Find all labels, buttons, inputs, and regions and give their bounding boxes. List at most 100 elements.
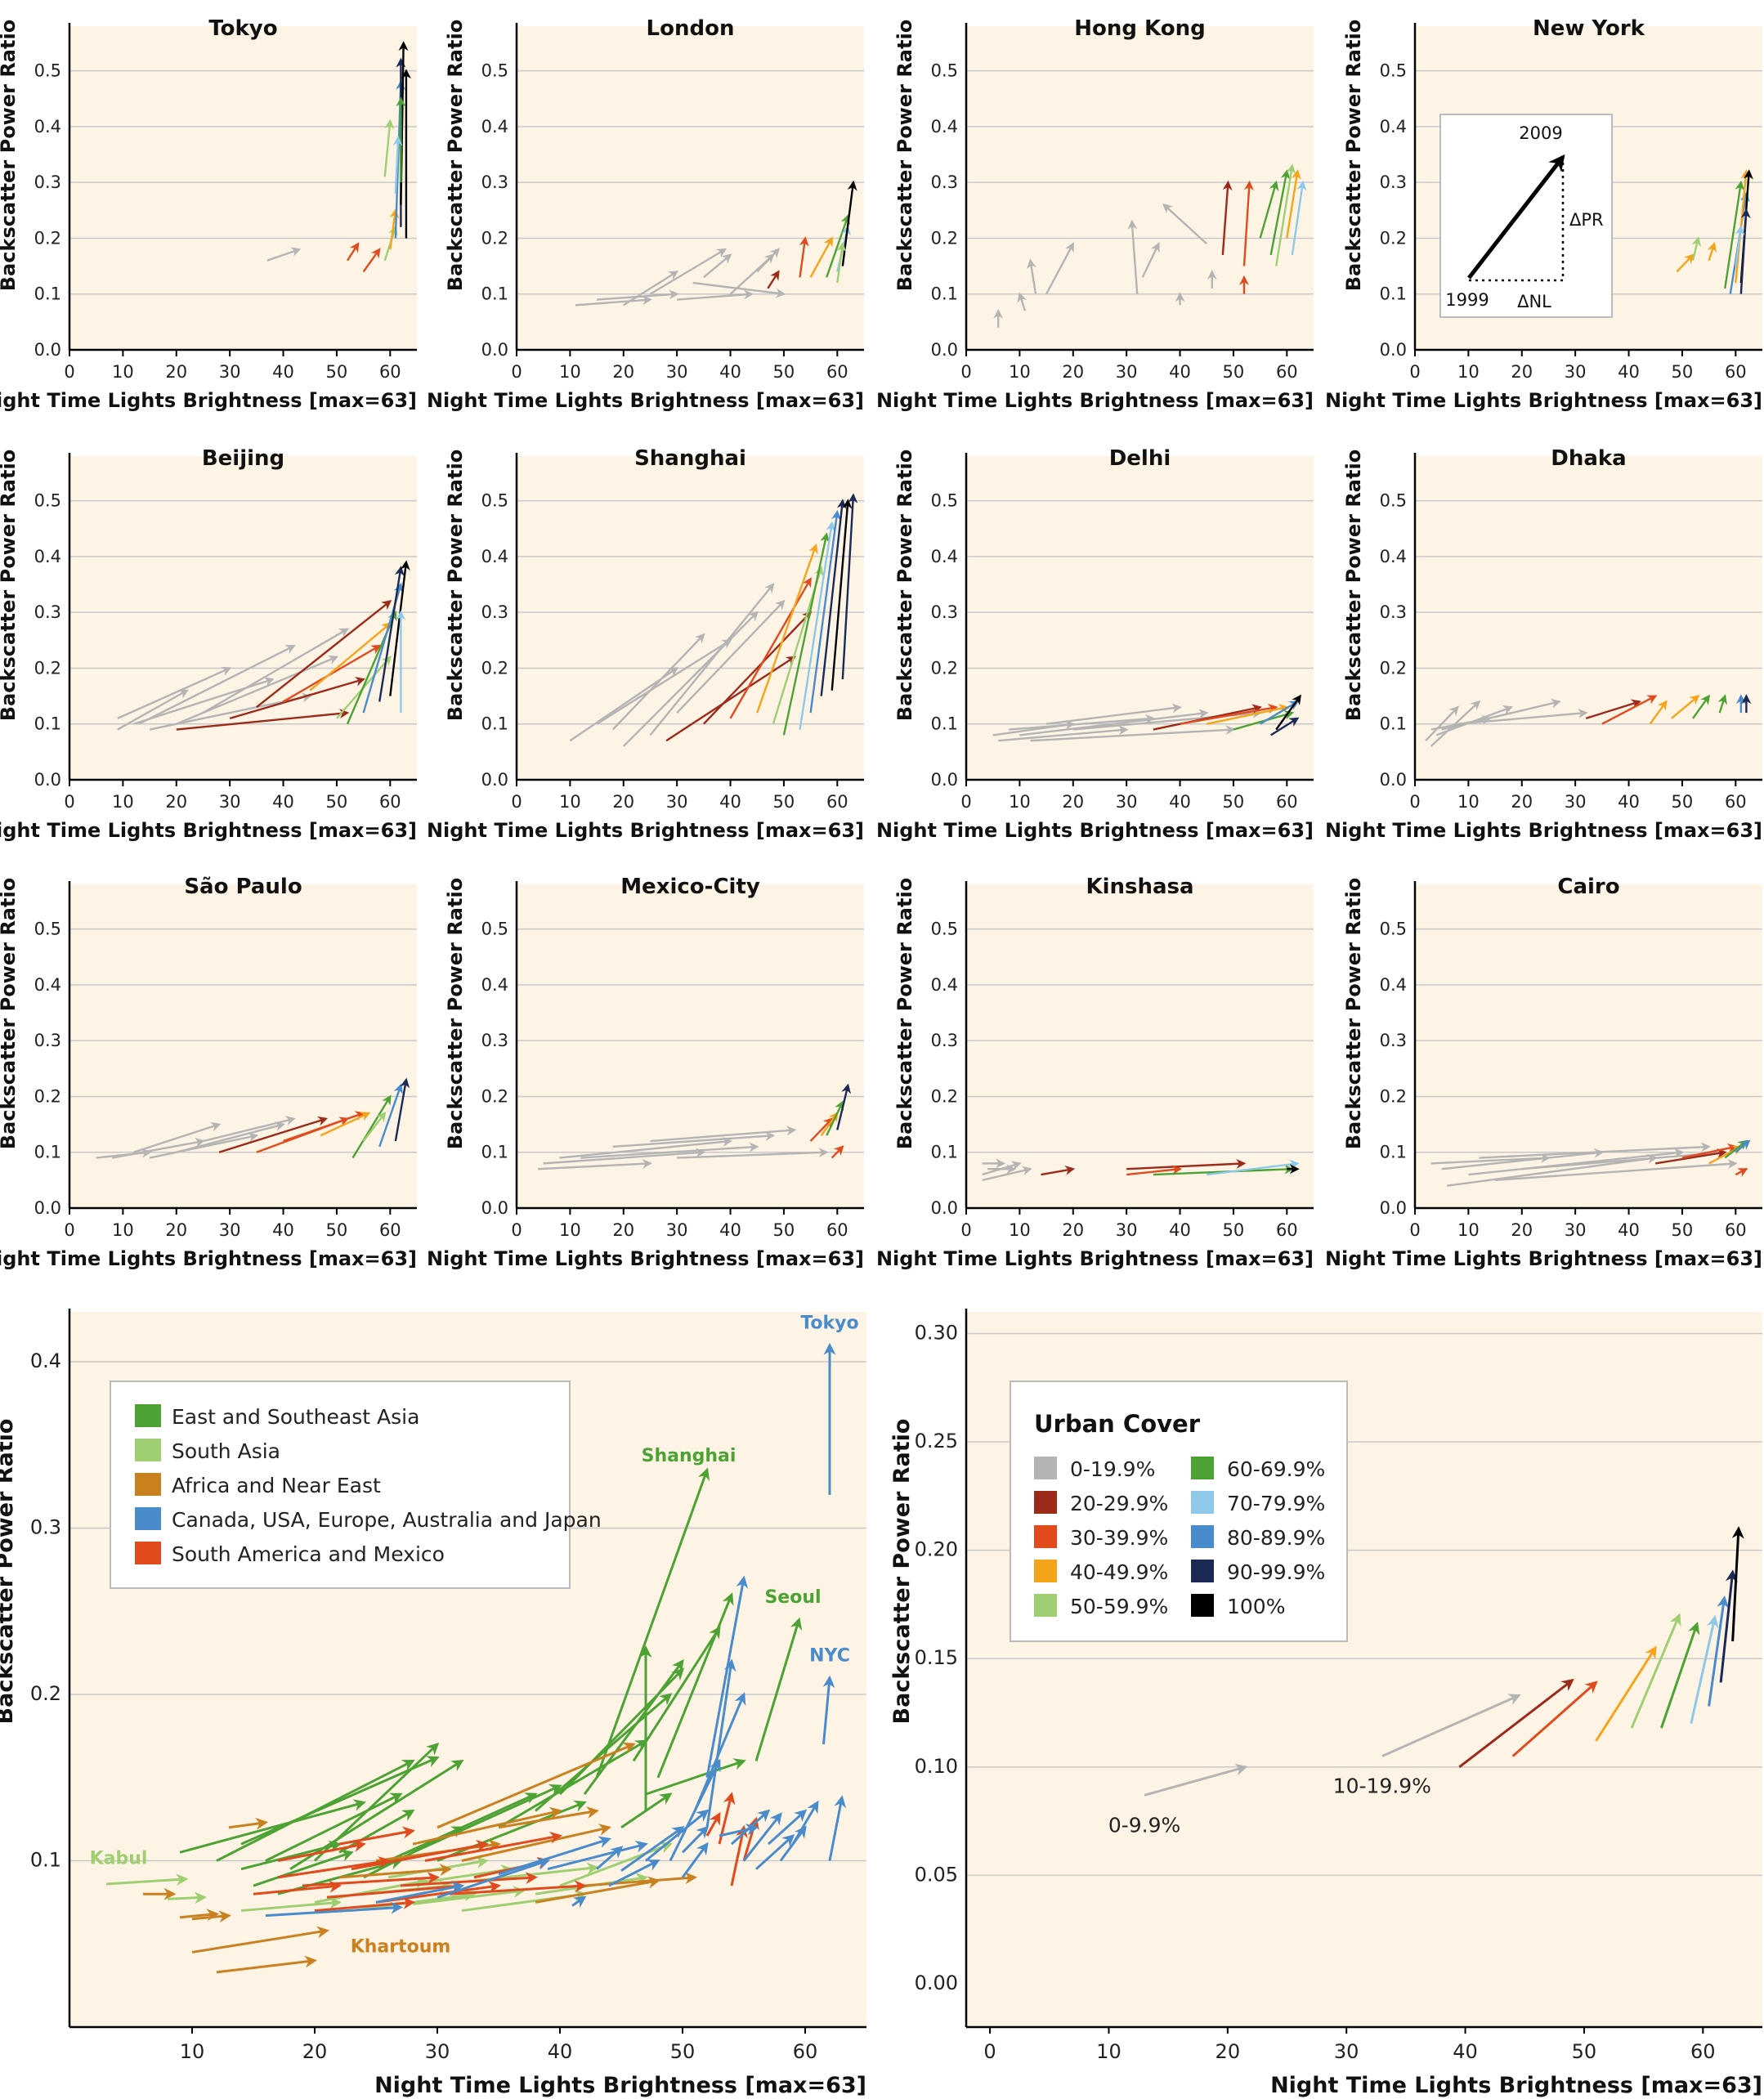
data-arrow <box>632 1626 721 1762</box>
legend-label: Africa and Near East <box>172 1474 381 1497</box>
data-arrow <box>203 1116 296 1143</box>
x-tick-label: 50 <box>1223 1220 1245 1240</box>
x-tick-label: 10 <box>1096 2040 1122 2063</box>
x-tick-label: 20 <box>302 2040 328 2063</box>
y-tick-label: 0.0 <box>481 340 508 360</box>
chart-title: Kinshasa <box>1086 875 1193 899</box>
legend-label: 0-19.9% <box>1070 1457 1155 1481</box>
data-arrow <box>240 1840 342 1871</box>
chart-panel-3: 0.0 0.1 0.2 0.3 0.4 0.5 0 10 20 30 40 50 60 Night Tim… <box>1325 16 1762 412</box>
data-arrow <box>1269 169 1291 256</box>
plot-area <box>966 884 1314 1208</box>
data-arrow <box>1717 694 1728 714</box>
y-tick-label: 0.0 <box>481 770 508 790</box>
x-tick-label: 30 <box>219 1220 241 1240</box>
data-arrow <box>1511 1681 1598 1757</box>
x-tick-label: 60 <box>1690 2040 1716 2063</box>
y-tick-label: 0.5 <box>481 491 508 511</box>
y-tick-label: 0.1 <box>1380 284 1407 304</box>
legend-swatch <box>1191 1525 1214 1548</box>
y-tick-label: 0.2 <box>481 1086 508 1106</box>
x-tick-label: 20 <box>1511 792 1533 812</box>
data-arrow <box>1286 169 1301 239</box>
data-arrow <box>543 1148 706 1165</box>
x-axis-label: Night Time Lights Brightness [max=63] <box>876 1247 1314 1270</box>
x-tick-label: 20 <box>1511 362 1533 382</box>
legend-swatch <box>1191 1560 1214 1582</box>
x-tick-label: 50 <box>1223 362 1245 382</box>
data-arrow <box>216 1955 317 1974</box>
y-tick-label: 0.00 <box>915 1971 958 1994</box>
data-arrow <box>112 1137 205 1159</box>
data-arrow <box>1270 717 1300 736</box>
inset-box <box>1439 114 1613 318</box>
y-axis-label: Backscatter Power Ratio <box>889 1419 915 1725</box>
data-arrow <box>998 725 1129 742</box>
data-arrow <box>389 208 400 250</box>
x-tick-label: 20 <box>165 792 187 812</box>
data-arrow <box>375 1881 464 1904</box>
y-tick-label: 0.5 <box>1380 61 1407 81</box>
y-tick-label: 0.3 <box>30 1516 61 1539</box>
data-arrow <box>302 1872 440 1887</box>
data-arrow <box>799 236 809 278</box>
data-arrow <box>596 639 732 725</box>
x-tick-label: 30 <box>1116 1220 1138 1240</box>
data-arrow <box>1692 694 1711 719</box>
chart-panel-1: 0.0 0.1 0.2 0.3 0.4 0.5 0 10 20 30 40 50 60 Night Tim… <box>427 16 864 412</box>
x-tick-label: 40 <box>1169 1220 1191 1240</box>
data-arrow <box>289 1759 464 1870</box>
chart-title: Dhaka <box>1551 446 1626 471</box>
data-arrow <box>623 271 679 307</box>
data-arrow <box>580 1142 759 1159</box>
legend-box <box>1010 1381 1348 1642</box>
data-arrow <box>1649 700 1668 725</box>
data-arrow <box>620 1826 685 1872</box>
x-tick-label: 60 <box>379 792 401 812</box>
y-tick-label: 0.4 <box>481 117 508 137</box>
y-tick-label: 0.1 <box>1380 714 1407 734</box>
data-arrow <box>1601 695 1658 725</box>
data-arrow <box>283 1111 365 1143</box>
y-tick-label: 0.0 <box>931 770 958 790</box>
legend-label: 100% <box>1227 1595 1285 1618</box>
x-tick-label: 40 <box>272 1220 294 1240</box>
x-tick-label: 10 <box>1009 792 1031 812</box>
data-arrow <box>1458 1678 1574 1769</box>
data-arrow <box>253 1880 342 1895</box>
data-arrow <box>202 628 350 714</box>
data-arrow <box>822 1675 835 1745</box>
y-tick-label: 0.0 <box>481 1198 508 1218</box>
data-arrow <box>378 566 405 702</box>
x-tick-label: 10 <box>112 1220 134 1240</box>
data-arrow <box>1126 1158 1247 1170</box>
y-tick-label: 0.2 <box>1380 1086 1407 1106</box>
legend-label: 20-29.9% <box>1070 1492 1168 1515</box>
x-tick-label: 20 <box>612 362 634 382</box>
chart-title: Hong Kong <box>1074 16 1205 41</box>
data-arrow <box>228 1817 268 1830</box>
x-tick-label: 20 <box>1511 1220 1533 1240</box>
y-tick-label: 0.3 <box>931 172 958 192</box>
data-arrow <box>1690 1614 1719 1725</box>
y-tick-label: 0.2 <box>34 228 61 248</box>
data-arrow <box>346 242 360 262</box>
data-arrow <box>1144 1763 1248 1797</box>
legend-swatch <box>135 1439 161 1461</box>
y-tick-label: 0.5 <box>931 61 958 81</box>
x-tick-label: 60 <box>1725 1220 1747 1240</box>
y-axis-label: Backscatter Power Ratio <box>0 450 20 721</box>
data-arrow <box>1739 208 1751 294</box>
data-arrow <box>608 1860 660 1887</box>
data-arrow <box>1671 695 1700 719</box>
data-arrow <box>742 1812 782 1862</box>
data-arrow <box>782 532 831 736</box>
data-arrow <box>498 1836 611 1876</box>
x-axis-label: Night Time Lights Brightness [max=63] <box>0 819 417 842</box>
chart-title: London <box>647 16 735 41</box>
chart-title: Mexico-City <box>620 875 760 899</box>
x-tick-label: 50 <box>1672 792 1694 812</box>
data-arrow <box>1027 258 1037 294</box>
y-tick-label: 0.1 <box>931 1143 958 1162</box>
legend-box <box>110 1381 571 1589</box>
